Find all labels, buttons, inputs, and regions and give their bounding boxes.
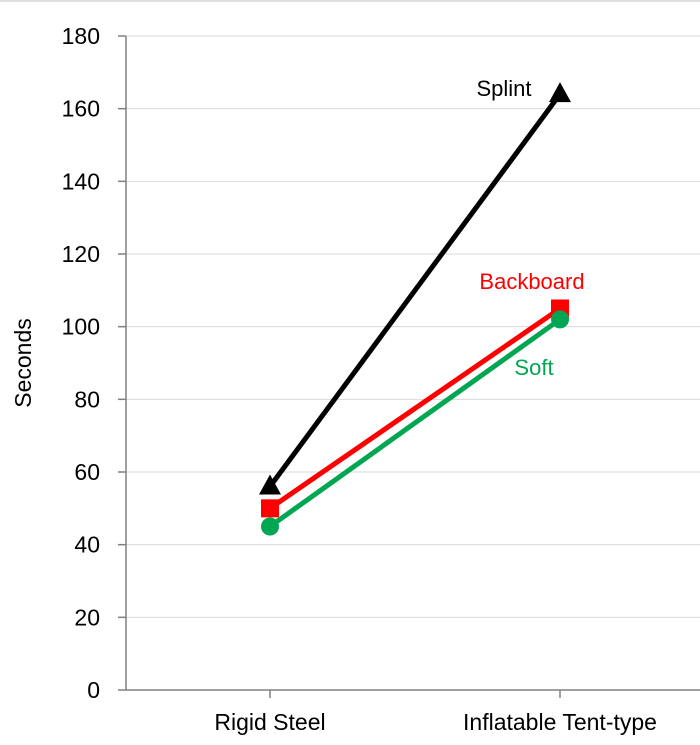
y-tick-label: 20 bbox=[74, 604, 100, 630]
y-tick-label: 0 bbox=[87, 677, 100, 703]
y-tick-label: 160 bbox=[62, 96, 100, 122]
x-tick-label: Inflatable Tent-type bbox=[463, 709, 657, 735]
series-label: Soft bbox=[514, 355, 553, 380]
x-tick-label: Rigid Steel bbox=[214, 709, 325, 735]
data-point bbox=[261, 517, 279, 536]
y-tick-label: 100 bbox=[62, 314, 100, 340]
series-line bbox=[267, 92, 563, 489]
series-splint: Splint bbox=[259, 76, 571, 495]
data-point bbox=[259, 474, 281, 495]
gridlines bbox=[126, 35, 700, 618]
y-tick-label: 180 bbox=[62, 23, 100, 49]
x-tick-labels: Rigid Steel Inflatable Tent-type bbox=[214, 709, 657, 735]
axes bbox=[118, 35, 700, 698]
y-axis-title: Seconds bbox=[10, 318, 36, 408]
y-tick-label: 140 bbox=[62, 168, 100, 194]
series-label: Splint bbox=[476, 76, 531, 101]
y-tick-label: 80 bbox=[74, 386, 100, 412]
y-tick-labels: 0 20 40 60 80 100 120 140 160 180 bbox=[62, 23, 100, 703]
series-line bbox=[268, 317, 562, 529]
data-point bbox=[261, 499, 279, 518]
data-point bbox=[549, 82, 571, 103]
series-soft: Soft bbox=[261, 310, 569, 536]
y-tick-label: 60 bbox=[74, 459, 100, 485]
series-line bbox=[268, 306, 562, 511]
y-tick-label: 120 bbox=[62, 241, 100, 267]
data-point bbox=[551, 310, 569, 329]
series-label: Backboard bbox=[479, 269, 584, 294]
y-tick-label: 40 bbox=[74, 532, 100, 558]
series-group: Backboard Soft Splint bbox=[259, 76, 585, 536]
series-backboard: Backboard bbox=[261, 269, 585, 518]
